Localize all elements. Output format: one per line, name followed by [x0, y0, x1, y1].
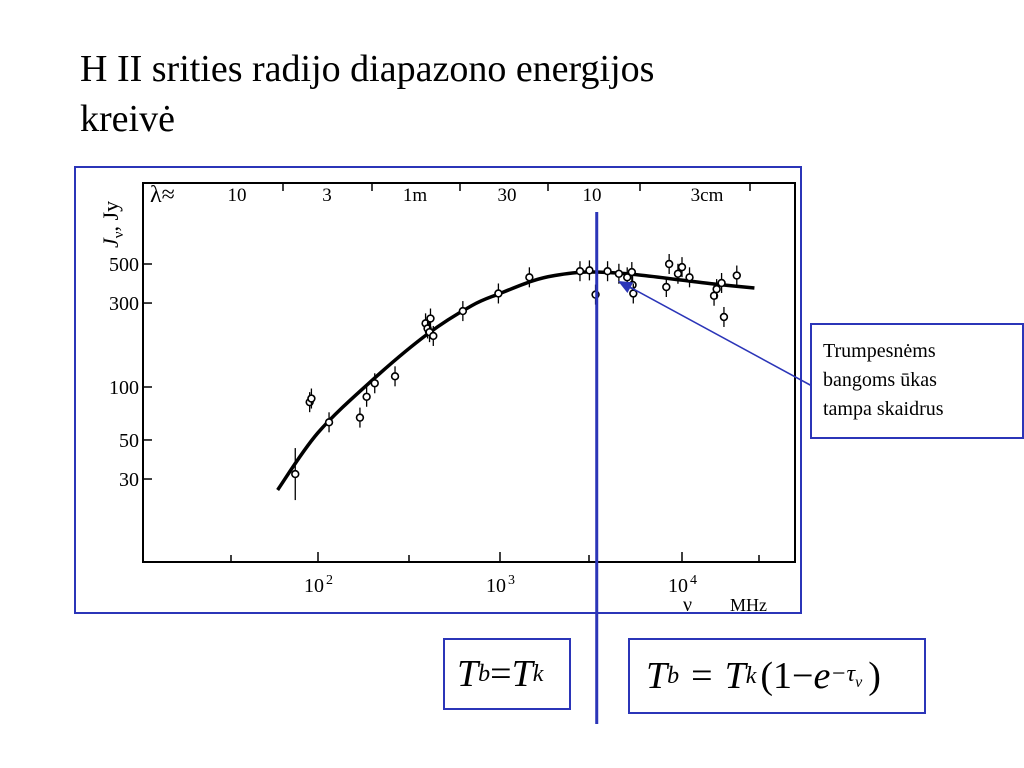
top-axis-symbol: λ≈ [150, 182, 175, 208]
data-point [362, 392, 371, 401]
top-tick-label: 10 [228, 185, 247, 206]
formula2-e: e [813, 655, 831, 697]
data-point [603, 267, 612, 276]
data-point [717, 278, 726, 288]
data-point [732, 271, 741, 280]
data-point [307, 394, 316, 403]
annotation-line-1: Trumpesnėms [823, 340, 936, 362]
y-tick-label-50: 50 [119, 430, 139, 452]
annotation-line-3: tampa skaidrus [823, 398, 944, 420]
y-tick-label-100: 100 [109, 377, 139, 399]
data-point [494, 289, 503, 298]
data-point [575, 267, 585, 276]
data-point [355, 413, 365, 422]
formula2-open: (1 [760, 655, 793, 697]
top-tick-label: 30 [498, 185, 517, 206]
fit-curve-layer [276, 270, 755, 491]
data-point [370, 379, 379, 388]
data-point [623, 273, 632, 282]
data-points [291, 254, 741, 501]
formula1-T2: T [511, 653, 533, 695]
formula2-sub-b: b [667, 662, 680, 689]
annotation-line-2: bangoms ūkas [823, 369, 937, 391]
data-point [629, 289, 638, 298]
y-axis-title: Jν, Jy [98, 201, 127, 248]
data-point [719, 312, 729, 322]
data-point [429, 331, 438, 341]
data-point [712, 284, 721, 294]
top-tick-label: 3 [322, 185, 332, 206]
formula1-sub-k: k [532, 660, 544, 687]
axes [142, 182, 796, 563]
x-unit-label: MHz [730, 595, 767, 615]
top-tick-label: 1m [403, 185, 428, 206]
formula1-sub-b: b [478, 660, 491, 687]
data-point [390, 372, 400, 381]
data-point [458, 306, 468, 316]
data-point [662, 282, 671, 292]
top-tick-label: 10 [583, 185, 602, 206]
x-tick-label-4: 10 4 [668, 573, 697, 597]
annotation-arrow-line [625, 284, 813, 387]
data-point [627, 267, 637, 277]
y-tick-label-30: 30 [119, 469, 139, 491]
data-point [673, 269, 683, 278]
fit-curve [276, 270, 755, 491]
data-point [585, 266, 594, 275]
y-tick-label-300: 300 [109, 293, 139, 315]
formula2-exp-sub: ν [855, 673, 863, 691]
data-point [664, 259, 674, 269]
data-point [525, 273, 534, 282]
slide-title: H II srities radijo diapazono energijos … [80, 44, 880, 144]
data-point [677, 262, 687, 272]
formula1-eq: = [490, 653, 512, 695]
data-point [685, 273, 694, 282]
formula2-minus: − [792, 655, 814, 697]
formula2-T: T [646, 655, 668, 697]
formula1-T: T [457, 653, 479, 695]
formula2-sub-k: k [745, 662, 757, 689]
formula2-close: ) [868, 655, 881, 697]
data-point [291, 469, 300, 479]
data-point [426, 314, 435, 323]
title-line-1: H II srities radijo diapazono energijos [80, 48, 655, 90]
formula2-exp: −τ [830, 660, 856, 687]
title-line-2: kreivė [80, 98, 175, 140]
annotation-arrow-head [618, 281, 634, 293]
data-point [324, 418, 334, 427]
plot-border [142, 182, 796, 563]
x-tick-label-3: 10 3 [486, 573, 515, 597]
formula2-T2: T [724, 655, 746, 697]
formula2-eq: = [691, 655, 713, 697]
y-tick-label-500: 500 [109, 254, 139, 276]
data-point [614, 269, 624, 278]
top-tick-label: 3cm [691, 185, 724, 206]
overlay [595, 212, 813, 724]
x-unit-symbol: ν [683, 594, 692, 616]
annotation-box: Trumpesnėms bangoms ūkas tampa skaidrus [810, 323, 1024, 439]
x-tick-label-2: 10 2 [304, 573, 333, 597]
figure-frame [74, 166, 802, 614]
